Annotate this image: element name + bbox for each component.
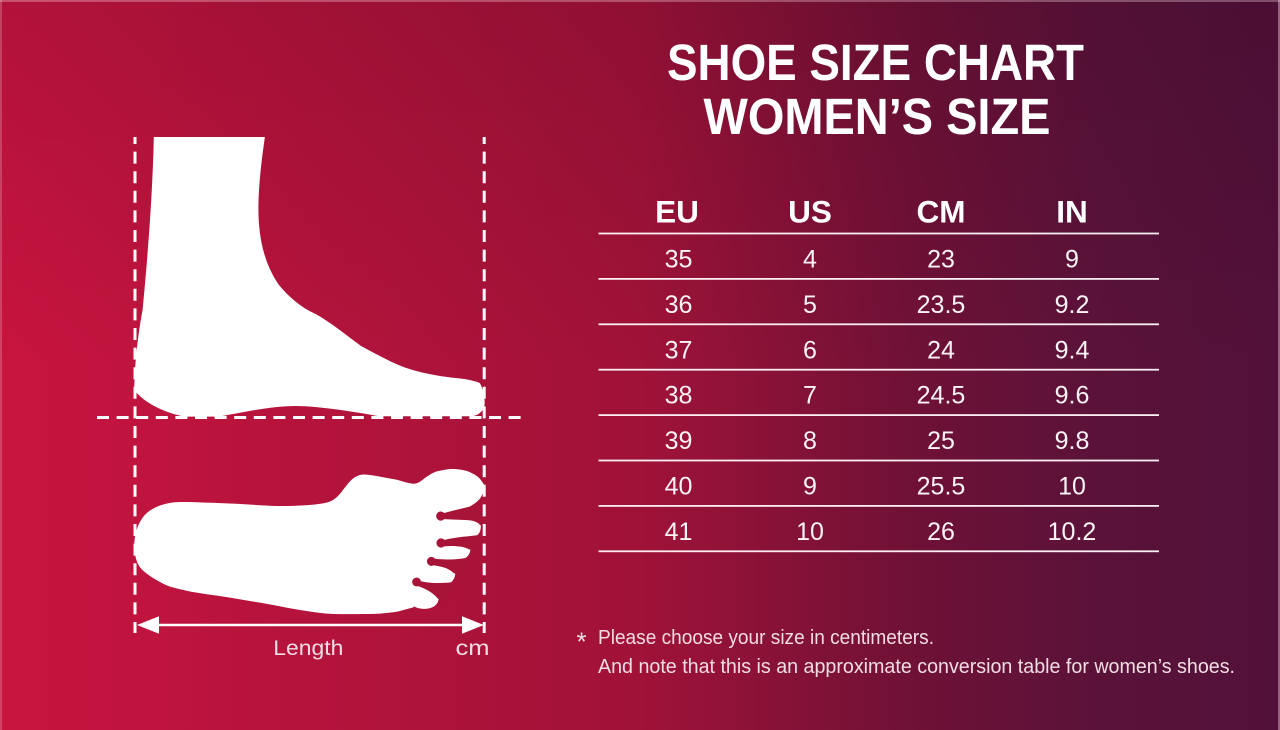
svg-text:41: 41 [665, 518, 693, 546]
svg-text:9.2: 9.2 [1055, 291, 1090, 319]
svg-text:IN: IN [1056, 194, 1088, 230]
svg-text:23: 23 [927, 246, 955, 274]
svg-text:8: 8 [803, 427, 817, 455]
svg-text:40: 40 [665, 473, 693, 501]
svg-text:9: 9 [1065, 246, 1079, 274]
svg-text:9.4: 9.4 [1055, 336, 1090, 364]
svg-text:7: 7 [803, 382, 817, 410]
svg-text:9.6: 9.6 [1055, 382, 1090, 410]
svg-text:37: 37 [665, 336, 693, 364]
svg-text:24.5: 24.5 [917, 382, 966, 410]
svg-text:9.8: 9.8 [1055, 427, 1090, 455]
svg-text:*: * [576, 627, 586, 657]
svg-text:9: 9 [803, 473, 817, 501]
svg-text:10: 10 [1058, 473, 1086, 501]
svg-text:Please choose your size in cen: Please choose your size in centimeters. [598, 627, 934, 649]
svg-text:39: 39 [665, 427, 693, 455]
svg-text:10.2: 10.2 [1048, 518, 1097, 546]
svg-text:24: 24 [927, 336, 955, 364]
svg-text:WOMEN’S SIZE: WOMEN’S SIZE [704, 88, 1051, 145]
svg-text:25.5: 25.5 [917, 473, 966, 501]
svg-text:26: 26 [927, 518, 955, 546]
svg-text:25: 25 [927, 427, 955, 455]
svg-text:36: 36 [665, 291, 693, 319]
svg-text:SHOE SIZE CHART: SHOE SIZE CHART [667, 34, 1084, 91]
svg-text:cm: cm [456, 637, 490, 660]
svg-text:6: 6 [803, 336, 817, 364]
svg-text:EU: EU [655, 194, 699, 230]
svg-text:CM: CM [917, 194, 966, 230]
svg-text:23.5: 23.5 [917, 291, 966, 319]
svg-text:38: 38 [665, 382, 693, 410]
svg-text:4: 4 [803, 246, 817, 274]
svg-text:Length: Length [273, 637, 343, 660]
svg-text:US: US [788, 194, 832, 230]
svg-text:10: 10 [796, 518, 824, 546]
svg-text:And note that this is an appro: And note that this is an approximate con… [598, 656, 1235, 678]
svg-text:5: 5 [803, 291, 817, 319]
svg-text:35: 35 [665, 246, 693, 274]
